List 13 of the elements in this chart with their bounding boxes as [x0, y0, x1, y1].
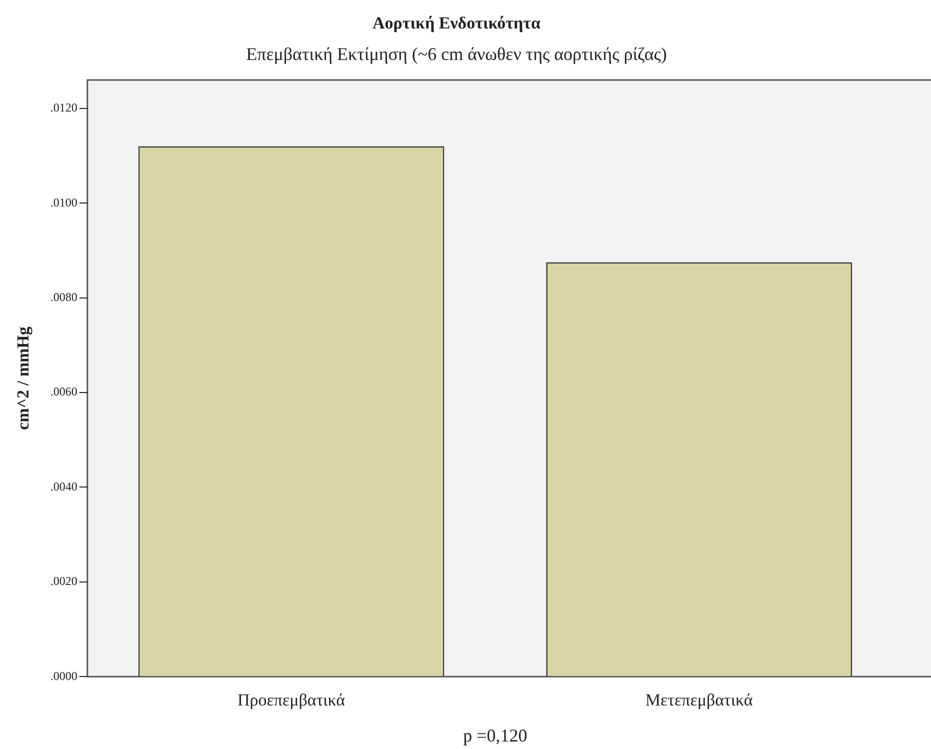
x-tick-label: Μετεπεμβατικά [645, 690, 753, 710]
x-tick-label: Προεπεμβατικά [238, 690, 346, 710]
text: p =0,120 [463, 726, 528, 746]
y-axis-title: cm^2 / mmHg [14, 326, 33, 430]
chart-title: Αορτική Ενδοτικότητα [372, 14, 541, 33]
y-tick-label: .0060 [50, 384, 78, 399]
y-tick-label: .0000 [50, 668, 78, 683]
y-tick-label: .0040 [50, 479, 78, 494]
y-tick-label: .0020 [50, 574, 78, 588]
y-tick-label: .0100 [50, 195, 78, 210]
y-tick-label: .0080 [50, 290, 78, 304]
y-tick-label: .0120 [50, 100, 78, 115]
chart-subtitle: Επεμβατική Εκτίμηση (~6 cm άνωθεν της αορτικής ρίζας) [246, 44, 667, 64]
